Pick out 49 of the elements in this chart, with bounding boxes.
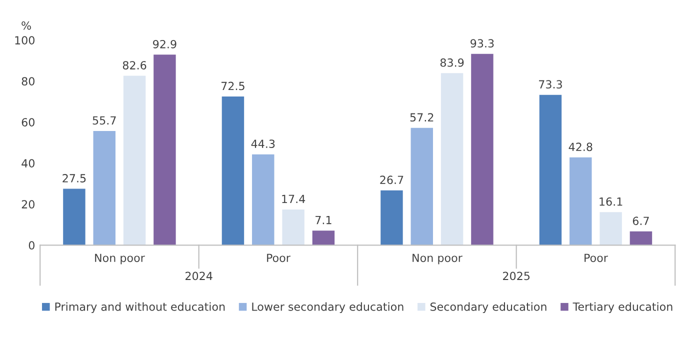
y-tick-label: 60 [22,118,34,127]
bar [600,212,622,246]
text: 2024 [186,272,212,280]
legend-label: Lower secondary education [252,302,404,314]
bar [312,230,335,246]
data-label: 83.9 [440,58,464,67]
data-label: 16.1 [600,197,622,206]
data-label: 27.5 [62,174,86,182]
bar [93,130,116,246]
x-tick-label: Poor [584,254,608,262]
y-tick-label: 0 [28,241,34,250]
data-label: 42.8 [568,142,592,152]
bar [410,128,433,246]
data-label: 73.3 [539,80,562,89]
bar [282,209,304,246]
data-label: 72.5 [222,82,244,90]
text: 2025 [503,272,530,280]
data-label: 57.2 [410,113,434,122]
y-tick-label: 100 [15,36,34,44]
bar [539,94,562,246]
data-label: 6.7 [632,216,649,226]
bar [123,76,146,246]
y-tick-label: 20 [22,200,34,209]
bar [380,190,403,246]
bar [154,54,176,246]
data-label: 92.9 [153,40,176,48]
x-tick-label: Non poor [95,254,145,264]
legend-label: Secondary education [430,302,546,314]
x-tick-label: Non poor [412,254,462,264]
data-label: 17.4 [282,194,306,203]
legend-label: Tertiary education [572,302,672,314]
bar [471,54,494,246]
bar [252,154,274,246]
legend-label: Primary and without education [55,302,225,314]
data-label: 93.3 [470,39,494,48]
y-tick-label: 40 [22,159,34,168]
bar [63,188,86,246]
data-label: 7.1 [316,216,332,224]
data-label: 44.3 [251,140,275,148]
bar [570,157,592,246]
data-label: 26.7 [380,176,404,184]
bar [440,73,464,246]
bar [630,231,652,246]
x-tick-label: Poor [267,254,290,262]
data-label: 82.6 [122,61,146,70]
y-axis-title: % [22,21,31,30]
data-label: 55.7 [92,116,116,125]
bar [222,96,244,246]
y-tick-label: 80 [22,77,34,86]
